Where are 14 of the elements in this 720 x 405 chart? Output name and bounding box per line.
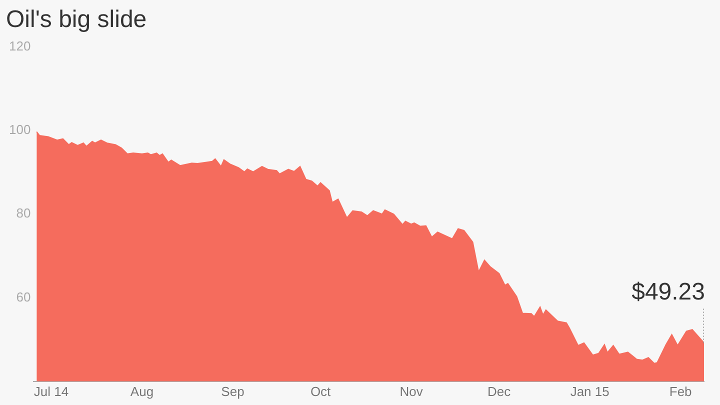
chart-title: Oil's big slide [6, 6, 147, 34]
x-tick-label: Feb [669, 384, 692, 399]
y-tick-label: 120 [8, 38, 31, 54]
y-tick-label: 60 [16, 289, 31, 304]
x-tick-label: Dec [488, 384, 512, 399]
x-tick-label: Oct [310, 384, 332, 399]
x-tick-label: Aug [130, 384, 154, 399]
y-tick-label: 100 [8, 122, 31, 138]
x-tick-label: Nov [400, 384, 424, 399]
y-tick-label: 80 [16, 206, 31, 221]
x-tick-label: Sep [221, 384, 244, 399]
annotation: $49.23 [632, 278, 705, 306]
x-tick-label: Jul 14 [34, 384, 69, 399]
x-tick-label: Jan 15 [570, 384, 610, 399]
